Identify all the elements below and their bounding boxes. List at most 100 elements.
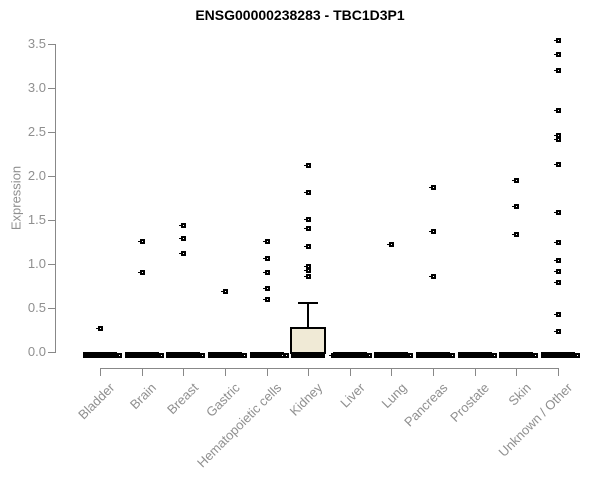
x-tick-mark [349, 368, 351, 376]
zero-bar [166, 352, 201, 358]
outlier-point [554, 67, 561, 73]
outlier-point [554, 51, 561, 57]
zero-point-marker [239, 353, 247, 358]
outlier-point [429, 274, 437, 280]
outlier-point [304, 274, 312, 280]
x-category-label: Liver [336, 380, 368, 411]
outlier-point [96, 326, 103, 332]
zero-bar [207, 352, 242, 358]
x-category-label: Unknown / Other [496, 380, 576, 460]
zero-bar [457, 352, 492, 358]
outlier-point [554, 312, 561, 318]
outlier-point [179, 250, 187, 256]
outlier-point [554, 210, 561, 216]
zero-point-marker [406, 353, 414, 358]
x-tick-mark [183, 368, 185, 376]
outlier-point [554, 38, 561, 44]
outlier-point [554, 161, 561, 167]
y-tick-label: 3.0 [27, 80, 46, 95]
outlier-point [429, 184, 437, 190]
y-tick-label: 1.0 [27, 256, 46, 271]
zero-bar [374, 352, 409, 358]
x-tick-mark [433, 368, 435, 376]
outlier-point [554, 240, 561, 245]
x-category-label: Skin [505, 380, 534, 409]
x-tick-mark [474, 368, 476, 376]
y-axis-line [55, 44, 56, 353]
outlier-point [554, 269, 561, 275]
x-axis-line [100, 368, 559, 369]
x-category-label: Prostate [447, 380, 493, 425]
outlier-point [512, 177, 520, 183]
outlier-point [554, 328, 561, 334]
y-tick-label: 1.5 [27, 212, 46, 227]
zero-point-marker [531, 353, 539, 358]
outlier-point [512, 203, 520, 209]
outlier-point [304, 263, 312, 269]
x-tick-mark [558, 368, 559, 376]
y-tick-label: 2.0 [27, 168, 46, 183]
outlier-point [262, 239, 270, 245]
zero-point-marker [156, 353, 164, 358]
box-whisker-cap [298, 301, 319, 304]
x-tick-mark [516, 368, 518, 376]
outlier-point [137, 239, 145, 245]
outlier-point [554, 137, 561, 143]
outlier-point [304, 225, 312, 231]
zero-bar [291, 352, 326, 358]
y-tick-mark [48, 264, 55, 265]
y-tick-label: 3.5 [27, 36, 46, 51]
zero-bar [332, 352, 367, 358]
outlier-point [512, 232, 520, 238]
outlier-point [262, 285, 270, 291]
y-tick-mark [48, 176, 55, 177]
y-tick-label: 0.5 [27, 300, 46, 315]
x-tick-mark [391, 368, 393, 376]
y-tick-mark [48, 88, 55, 89]
outlier-point [304, 217, 312, 223]
x-tick-mark [224, 368, 226, 376]
zero-bar [416, 352, 451, 358]
zero-bar [249, 352, 284, 358]
outlier-point [179, 236, 187, 242]
y-tick-mark [48, 308, 55, 309]
zero-point-marker [115, 353, 122, 358]
zero-point-marker [364, 353, 372, 358]
outlier-point [304, 243, 312, 249]
outlier-point [554, 132, 561, 138]
x-category-label: Gastric [202, 380, 243, 420]
outlier-point [304, 162, 312, 168]
y-tick-mark [48, 132, 55, 133]
x-category-label: Kidney [287, 380, 326, 419]
outlier-point [429, 229, 437, 235]
zero-bar [541, 352, 575, 358]
outlier-point [304, 189, 312, 195]
outlier-point [220, 289, 228, 295]
outlier-point [137, 269, 145, 275]
outlier-point [554, 279, 561, 285]
x-tick-mark [141, 368, 143, 376]
y-tick-label: 2.5 [27, 124, 46, 139]
x-category-label: Breast [163, 380, 201, 418]
zero-bar [499, 352, 534, 358]
zero-point-marker [448, 353, 456, 358]
zero-bar [124, 352, 159, 358]
outlier-point [554, 257, 561, 263]
outlier-point [179, 223, 187, 229]
x-tick-mark [100, 368, 101, 376]
y-tick-mark [48, 352, 55, 353]
outlier-point [387, 241, 395, 247]
x-tick-mark [308, 368, 310, 376]
x-category-label: Pancreas [401, 380, 451, 430]
y-tick-mark [48, 220, 55, 221]
y-tick-mark [48, 44, 55, 45]
x-category-label: Lung [378, 380, 410, 412]
zero-point-marker [489, 353, 497, 358]
zero-point-marker [198, 353, 206, 358]
x-category-label: Brain [127, 380, 160, 413]
box-body [290, 327, 327, 354]
outlier-point [262, 297, 270, 303]
zero-point-marker [573, 353, 580, 358]
